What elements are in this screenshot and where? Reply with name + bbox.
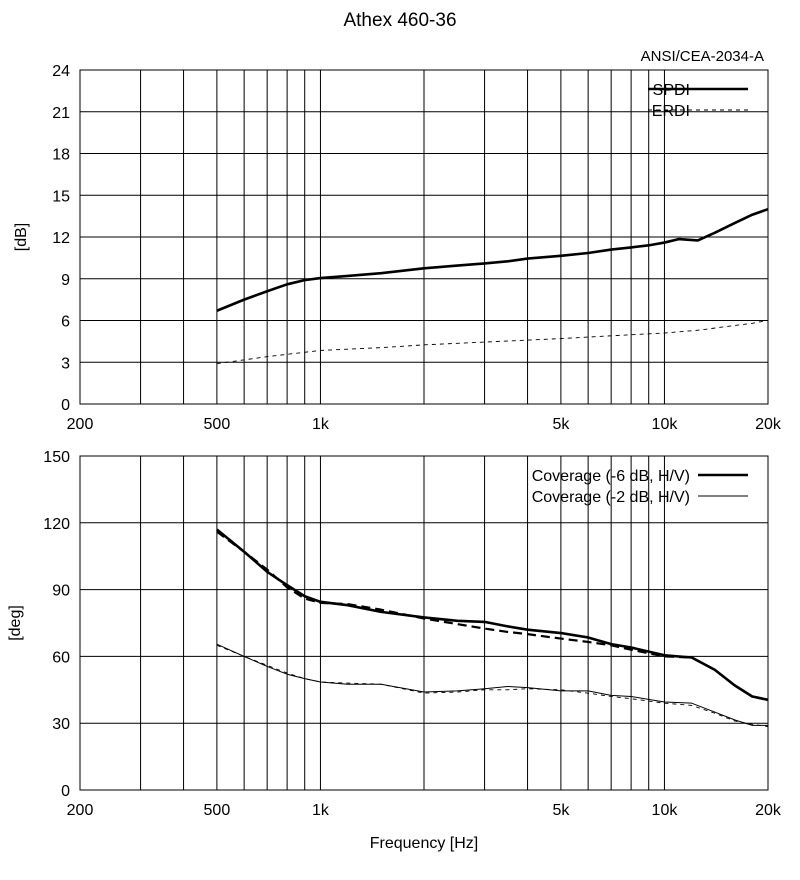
series-line <box>216 644 769 727</box>
x-tick-label: 10k <box>652 802 679 819</box>
x-tick-label: 200 <box>67 802 94 819</box>
y-axis-label: [dB] <box>13 223 30 251</box>
y-tick-label: 0 <box>61 783 70 800</box>
plot-frame <box>79 455 769 791</box>
y-tick-label: 3 <box>61 355 70 372</box>
y-tick-label: 150 <box>43 449 70 466</box>
x-tick-label: 5k <box>552 416 570 433</box>
x-tick-label: 1k <box>312 416 330 433</box>
legend-label: Coverage (-6 dB, H/V) <box>532 468 690 485</box>
directivity-index-plot: 0 3 6 9 12 15 18 21 24 200 500 1k 5k 10k 20k [dB] SPDI ER… <box>13 63 782 433</box>
y-tick-label: 6 <box>61 314 70 331</box>
y-tick-label: 9 <box>61 272 70 289</box>
series-line <box>216 320 769 365</box>
series-line <box>216 528 769 702</box>
y-tick-label: 30 <box>52 716 70 733</box>
y-tick-label: 60 <box>52 649 70 666</box>
series-line <box>216 207 769 312</box>
y-tick-label: 0 <box>61 397 70 414</box>
legend-label: SPDI <box>653 82 690 99</box>
x-tick-label: 500 <box>204 416 231 433</box>
y-tick-label: 12 <box>52 230 70 247</box>
y-tick-label: 120 <box>43 516 70 533</box>
y-tick-label: 18 <box>52 147 70 164</box>
x-tick-label: 1k <box>312 802 330 819</box>
series-line <box>216 643 768 726</box>
x-tick-label: 20k <box>755 802 782 819</box>
y-tick-label: 24 <box>52 63 70 80</box>
y-axis-label: [deg] <box>7 605 24 641</box>
coverage-angle-plot: 0 30 60 90 120 150 200 500 1k 5k 10k 20k [deg] Covera… <box>7 449 782 819</box>
standard-label: ANSI/CEA-2034-A <box>641 48 764 65</box>
series-line <box>216 530 769 701</box>
x-axis-label: Frequency [Hz] <box>370 835 478 852</box>
y-tick-label: 90 <box>52 583 70 600</box>
x-tick-label: 5k <box>552 802 570 819</box>
plot-frame <box>79 69 769 405</box>
legend-label: ERDI <box>652 103 690 120</box>
x-tick-label: 500 <box>204 802 231 819</box>
legend-label: Coverage (-2 dB, H/V) <box>532 489 690 506</box>
x-tick-label: 20k <box>755 416 782 433</box>
y-tick-label: 21 <box>52 105 70 122</box>
x-tick-label: 10k <box>652 416 679 433</box>
x-tick-label: 200 <box>67 416 94 433</box>
y-tick-label: 15 <box>52 188 70 205</box>
chart-title: Athex 460-36 <box>343 10 456 31</box>
